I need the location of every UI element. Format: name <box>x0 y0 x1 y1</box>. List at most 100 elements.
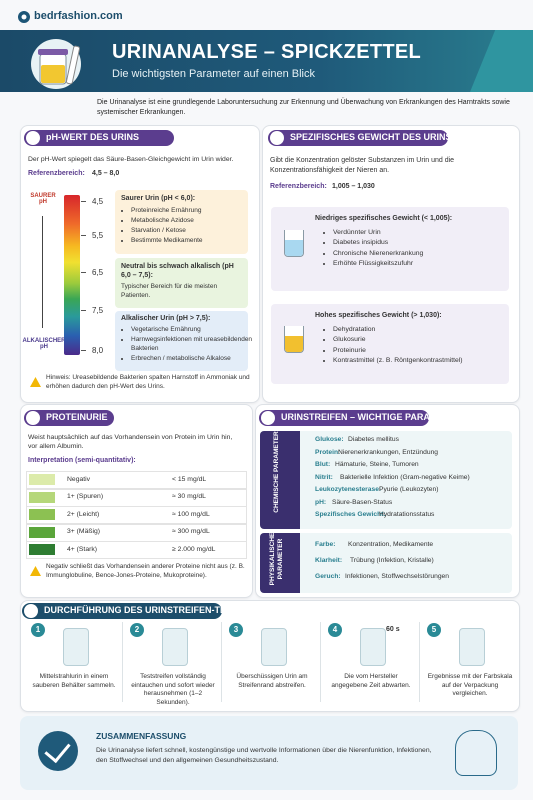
param-value: Bakterielle Infektion (Gram-negative Kei… <box>340 473 470 481</box>
info-box: Niedriges spezifisches Gewicht (< 1,005)… <box>271 207 509 291</box>
brand: bedrfashion.com <box>34 10 123 22</box>
step-text: Die vom Hersteller angegebene Zeit abwar… <box>331 673 411 689</box>
param-name: Spezifisches Gewicht: <box>315 511 386 518</box>
ph-scale-label: 7,5 <box>92 306 104 315</box>
box-title: Saurer Urin (pH < 6,0): <box>121 195 196 202</box>
bullet-item: Verdünnter Urin <box>333 229 513 238</box>
param-box <box>260 431 512 529</box>
bullet-item: Harnwegsinfektionen mit ureasebildenden … <box>131 336 253 353</box>
color-swatch <box>29 526 55 538</box>
table-cell: 2+ (Leicht) <box>67 510 100 518</box>
bullet-item: Vegetarische Ernährung <box>131 326 253 335</box>
protein-text: Weist hauptsächlich auf das Vorhandensei… <box>28 434 233 450</box>
param-value: Säure-Basen-Status <box>332 498 393 506</box>
color-swatch <box>29 474 55 485</box>
param-value: Pyurie (Leukozyten) <box>379 486 439 493</box>
bullet-list: Proteinreiche ErnährungMetabolische Azid… <box>121 207 253 247</box>
bullet-item: Chronische Nierenerkrankung <box>333 250 513 259</box>
protein-note: Negativ schließt das Vorhandensein ander… <box>46 563 245 579</box>
color-swatch <box>29 509 55 520</box>
step-icon <box>459 628 485 666</box>
ph-text: Der pH-Wert spiegelt das Säure-Basen-Gle… <box>28 156 234 163</box>
step-text: Teststreifen vollständig eintauchen und … <box>131 673 215 706</box>
step-icon <box>360 628 386 666</box>
section-title: URINSTREIFEN – WICHTIGE PARAMETER <box>281 412 462 422</box>
ph-tick <box>81 350 86 351</box>
section-icon <box>24 604 38 618</box>
box-title: Hohes spezifisches Gewicht (> 1,030): <box>315 312 442 319</box>
bullet-item: Starvation / Ketose <box>131 227 253 236</box>
beaker-fill <box>285 336 303 352</box>
param-name: Farbe: <box>315 541 336 548</box>
title: URINANALYSE – SPICKZETTEL <box>112 41 422 63</box>
step-number: 5 <box>427 623 441 637</box>
step-number: 3 <box>229 623 243 637</box>
param-name: Nitrit: <box>315 473 333 481</box>
param-label: PHYSIKALISCHE PARAMETER <box>269 532 284 586</box>
param-box <box>260 533 512 593</box>
step-text: Überschüssigen Urin am Streifenrand abst… <box>236 673 308 689</box>
param-band <box>260 431 300 529</box>
section-title: pH-WERT DES URINS <box>46 132 139 142</box>
param-value: Hämaturie, Steine, Tumoren <box>335 461 419 468</box>
warning-icon <box>30 377 41 387</box>
ph-tick <box>81 201 86 202</box>
bullet-list: Vegetarische ErnährungHarnwegsinfektione… <box>121 326 253 365</box>
table-cell: < 15 mg/dL <box>172 475 207 483</box>
summary-icon <box>38 731 78 771</box>
box-text: Typischer Bereich für die meisten Patien… <box>121 283 218 299</box>
bullet-item: Dehydratation <box>333 326 513 335</box>
summary-title: ZUSAMMENFASSUNG <box>96 731 187 741</box>
gravity-text: Gibt die Konzentration gelöster Substanz… <box>270 157 455 174</box>
beaker <box>284 326 304 353</box>
step-text: Mittelstrahlurin in einem sauberen Behäl… <box>32 673 116 689</box>
color-swatch <box>29 491 55 503</box>
section-header: PROTEINURIE <box>24 410 114 426</box>
bullet-item: Proteinurie <box>333 347 513 356</box>
table-cell: ≥ 2.000 mg/dL <box>172 545 216 553</box>
ref-value: 4,5 – 8,0 <box>92 170 120 177</box>
param-name: Klarheit: <box>315 557 343 564</box>
header-icon <box>31 39 81 89</box>
bullet-list: DehydratationGlukosurie ProteinurieKontra… <box>323 326 513 367</box>
ref-label: Referenzbereich: <box>270 183 327 190</box>
step-timer: 60 s <box>386 626 400 633</box>
section-icon <box>270 131 284 145</box>
info-box: Saurer Urin (pH < 6,0):Proteinreiche Ern… <box>115 190 248 254</box>
param-name: Blut: <box>315 461 331 468</box>
step-number: 1 <box>31 623 45 637</box>
warning-icon <box>30 566 41 576</box>
step-divider <box>122 622 123 702</box>
ph-tick <box>81 310 86 311</box>
beaker <box>284 230 304 257</box>
step-icon <box>63 628 89 666</box>
param-name: Geruch: <box>315 573 341 580</box>
bullet-item: Proteinreiche Ernährung <box>131 207 253 216</box>
box-title: Alkalischer Urin (pH > 7,5): <box>121 315 211 322</box>
ref-value: 1,005 – 1,030 <box>332 183 375 190</box>
beaker-fill <box>285 240 303 256</box>
table-cell: 3+ (Mäßig) <box>67 528 101 535</box>
table-row <box>26 541 247 559</box>
kidney-icon <box>455 730 497 776</box>
param-label: CHEMISCHE PARAMETER <box>273 431 280 513</box>
step-divider <box>320 622 321 702</box>
param-name: Glukose: <box>315 436 344 443</box>
param-band <box>260 533 300 593</box>
table-cell: 1+ (Spuren) <box>67 493 104 500</box>
ph-scale-label: 5,5 <box>92 231 104 240</box>
summary-box <box>20 716 518 790</box>
table-cell: ≈ 100 mg/dL <box>172 510 210 518</box>
info-box: Alkalischer Urin (pH > 7,5): Vegetarische… <box>115 311 252 371</box>
param-value: Diabetes mellitus <box>348 436 399 443</box>
section-icon <box>26 131 40 145</box>
ref-label: Referenzbereich: <box>28 170 85 177</box>
ph-arrow <box>42 216 43 328</box>
section-header: URINSTREIFEN – WICHTIGE PARAMETER <box>259 410 462 426</box>
step-divider <box>221 622 222 702</box>
box-title: Niedriges spezifisches Gewicht (< 1,005)… <box>315 215 453 222</box>
param-name: Protein: <box>315 448 341 456</box>
ph-note: Hinweis: Ureasebildende Bakterien spalte… <box>46 374 250 390</box>
param-value: Trübung (Infektion, Kristalle) <box>350 557 434 564</box>
